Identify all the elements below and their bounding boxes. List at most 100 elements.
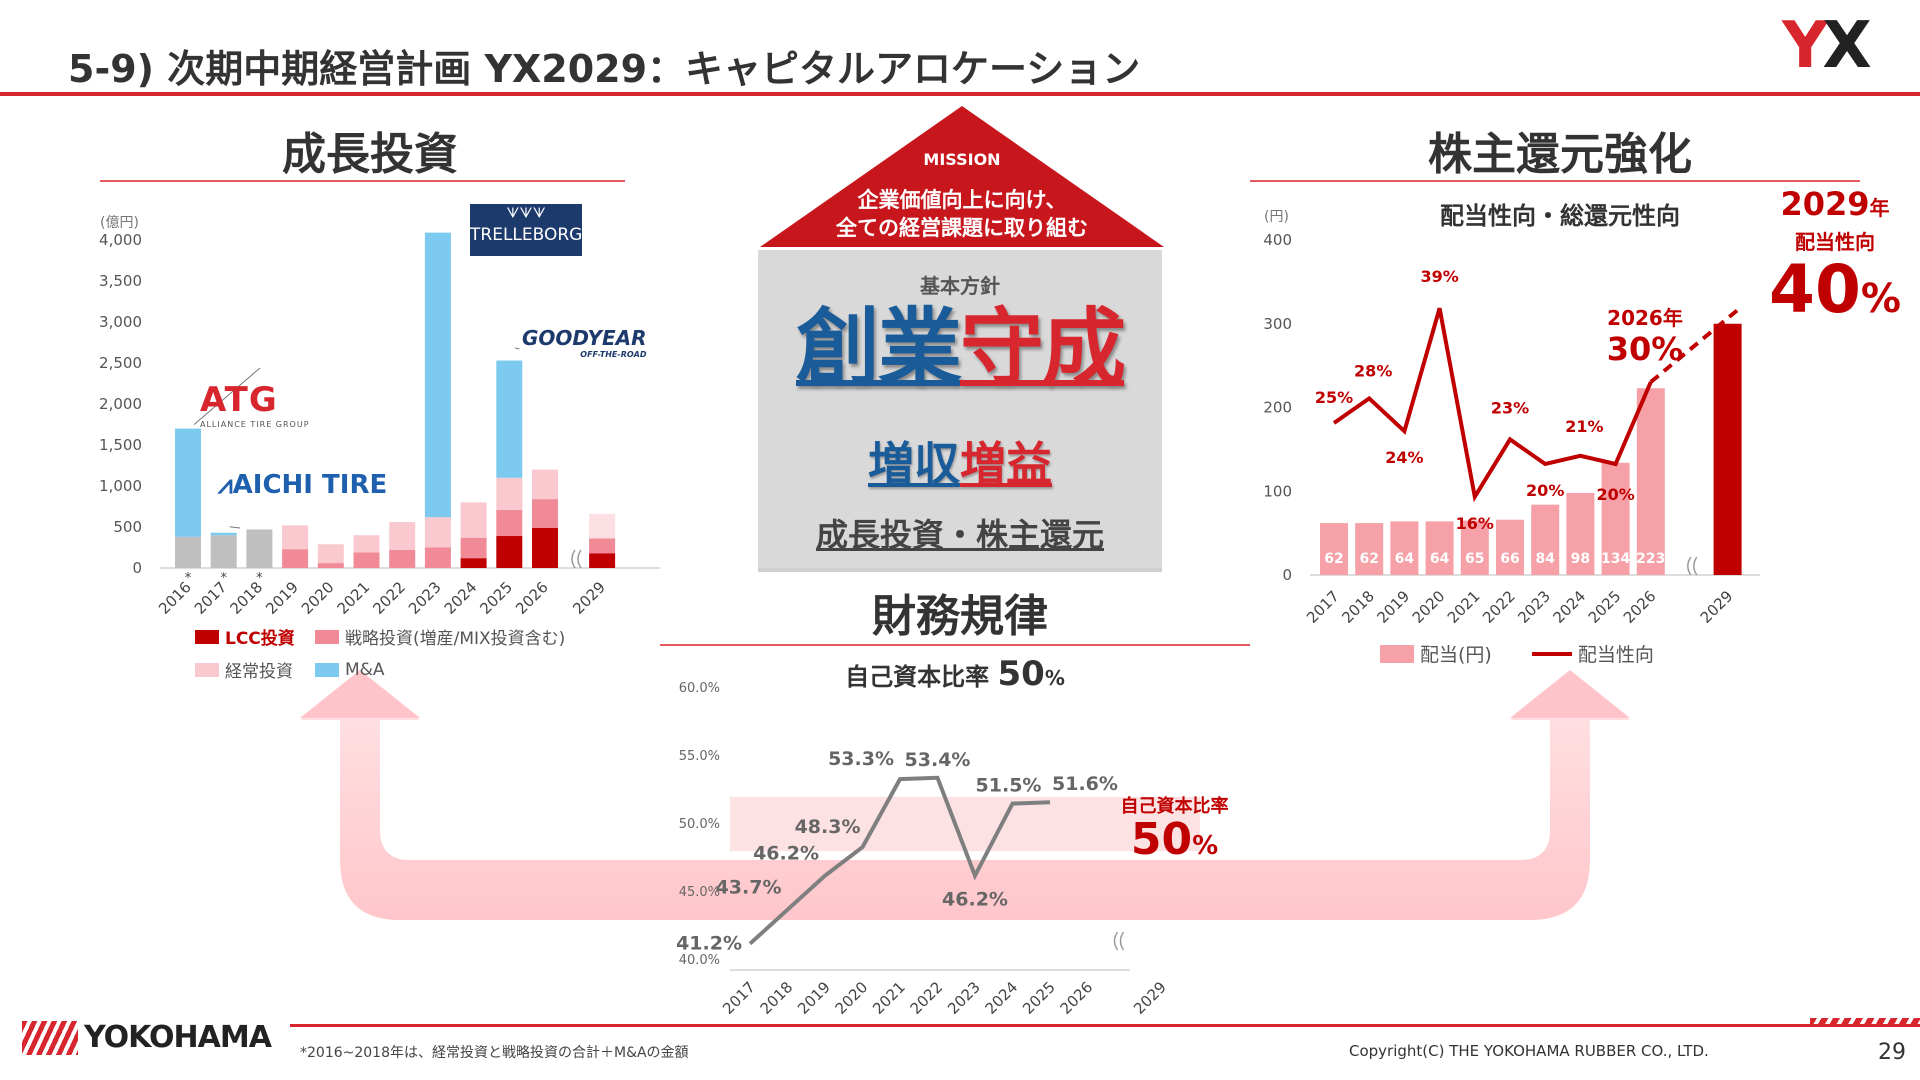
connector-line	[229, 526, 241, 529]
callout-2029-label: 配当性向	[1795, 230, 1875, 254]
x-tick-label: 2018	[757, 978, 797, 1018]
callout-2026-year: 2026年	[1607, 306, 1683, 330]
dividend-value-label: 98	[1571, 551, 1590, 567]
x-tick-label: 2023	[944, 978, 984, 1018]
bar-segment	[175, 536, 201, 568]
trelleborg-mark-icon: ᗐᗐᗐ	[506, 206, 546, 222]
data-label: 53.3%	[828, 748, 894, 770]
slogan-part-preserving: 守成	[960, 299, 1126, 397]
legend-payout-label: 配当性向	[1577, 644, 1654, 666]
bar-segment	[317, 563, 344, 568]
callout-2029-year-number: 2029	[1780, 185, 1870, 223]
yokohama-logo-text: YOKOHAMA	[84, 1020, 272, 1055]
mission-text: 企業価値向上に向け、 全ての経営課題に取り組む	[758, 186, 1166, 242]
x-tick-label: 2023	[405, 578, 445, 618]
legend-ordinary-swatch	[195, 662, 219, 677]
x-tick-label: 2029	[569, 578, 609, 618]
legend-strategic-swatch	[315, 629, 339, 644]
atg-logo-text: ATG	[200, 380, 278, 420]
bar-segment	[496, 360, 523, 478]
payout-ratio-projection-line	[1649, 308, 1739, 384]
dividend-bar	[1320, 523, 1348, 575]
callout-2026: 2026年 30%	[1600, 302, 1690, 367]
payout-ratio-label: 20%	[1596, 485, 1634, 504]
x-tick-label: 2026	[512, 578, 552, 618]
y-tick-label: 40.0%	[679, 953, 720, 968]
bar-segment	[460, 558, 487, 568]
target-band	[730, 796, 1200, 852]
copyright: Copyright(C) THE YOKOHAMA RUBBER CO., LT…	[1349, 1042, 1709, 1060]
legend-ma-swatch	[315, 662, 339, 677]
legend-dividend: 配当(円)	[1380, 640, 1492, 667]
bar-segment	[246, 529, 273, 568]
data-label: 43.7%	[716, 877, 782, 899]
goodyear-logo-text: GOODYEAR	[522, 326, 647, 350]
growth-unit-label: (億円)	[100, 215, 139, 231]
legend-payout-ratio: 配当性向	[1531, 640, 1654, 667]
bar-segment	[389, 549, 416, 568]
connector-line	[514, 347, 520, 350]
equity-ratio-heading: 自己資本比率 50%	[660, 654, 1250, 694]
data-label: 53.4%	[905, 749, 971, 771]
bar-segment	[282, 525, 309, 550]
legend-dividend-label: 配当(円)	[1420, 644, 1492, 666]
x-tick-label: 2017	[1303, 587, 1343, 627]
atg-logo-subtext: ALLIANCE TIRE GROUP	[200, 420, 310, 429]
legend-dividend-swatch	[1380, 644, 1414, 663]
bar-segment	[532, 469, 558, 500]
x-tick-label: 2021	[1444, 587, 1484, 627]
dividend-value-label: 62	[1359, 551, 1378, 567]
bar-segment	[460, 537, 487, 559]
y-tick-label: 100	[1263, 482, 1292, 500]
mission-roof	[760, 106, 1164, 247]
legend-ordinary-label: 経常投資	[225, 662, 293, 682]
equity-ratio-line	[748, 775, 1051, 946]
growth-chart-legend: LCC投資 戦略投資(増産/MIX投資含む) 経常投資 M&A	[195, 624, 575, 682]
legend-ordinary: 経常投資	[195, 657, 315, 682]
dividend-bar	[1601, 462, 1630, 575]
equity-target-value: 50%	[1102, 818, 1247, 871]
bar-segment	[496, 509, 523, 537]
dividend-bar	[1496, 519, 1524, 575]
bar-segment	[532, 527, 558, 568]
bar-segment	[532, 499, 558, 528]
atg-logo: ATG ALLIANCE TIRE GROUP	[200, 380, 310, 429]
legend-strategic: 戦略投資(増産/MIX投資含む)	[315, 624, 575, 649]
legend-strategic-label: 戦略投資(増産/MIX投資含む)	[345, 629, 566, 649]
growth-investment-chart: 0 500 1,000 1,500 2,000 2,500 3,000 3,500 4,000 2…	[99, 231, 660, 618]
y-tick-label: 0	[1282, 566, 1292, 584]
policy-box	[758, 250, 1162, 572]
yokohama-mark-icon	[22, 1020, 78, 1055]
y-tick-label: 1,500	[99, 436, 142, 454]
data-label: 46.2%	[753, 843, 819, 865]
x-tick-label: 2022	[369, 578, 409, 618]
equity-heading-percent: %	[1044, 666, 1065, 690]
dividend-bar	[1355, 523, 1384, 575]
slogan-part-founding: 創業	[795, 299, 962, 397]
x-tick-label: 2024	[1549, 587, 1589, 627]
yokohama-logo: YOKOHAMA	[22, 1020, 272, 1055]
y-tick-label: 50.0%	[679, 817, 720, 832]
growth-return-label: 成長投資・株主還元	[815, 516, 1104, 554]
callout-2029-year-suffix: 年	[1869, 196, 1890, 220]
dividend-bar	[1390, 521, 1419, 575]
y-tick-label: 400	[1263, 231, 1292, 249]
y-tick-label: 2,000	[99, 395, 142, 413]
y-tick-label: 3,000	[99, 313, 142, 331]
dividend-value-label: 62	[1324, 551, 1343, 567]
connector-line	[193, 367, 261, 425]
equity-target-label: 自己資本比率	[1120, 796, 1229, 817]
callout-2029-value: 40%	[1755, 255, 1915, 342]
x-tick-label: 2026	[1620, 587, 1660, 627]
footer-rule	[290, 1024, 1920, 1027]
x-tick-label: 2023	[1514, 587, 1554, 627]
x-tick-label: 2022	[907, 978, 947, 1018]
legend-lcc-swatch	[195, 629, 219, 644]
asterisk-mark: *	[256, 571, 263, 586]
y-tick-label: 0	[132, 559, 142, 577]
callout-2029-year: 2029年	[1755, 186, 1915, 226]
y-tick-label: 3,500	[99, 272, 142, 290]
aichi-tire-logo: ⩘AICHI TIRE	[218, 470, 387, 501]
footer-stripes	[1810, 1018, 1920, 1024]
